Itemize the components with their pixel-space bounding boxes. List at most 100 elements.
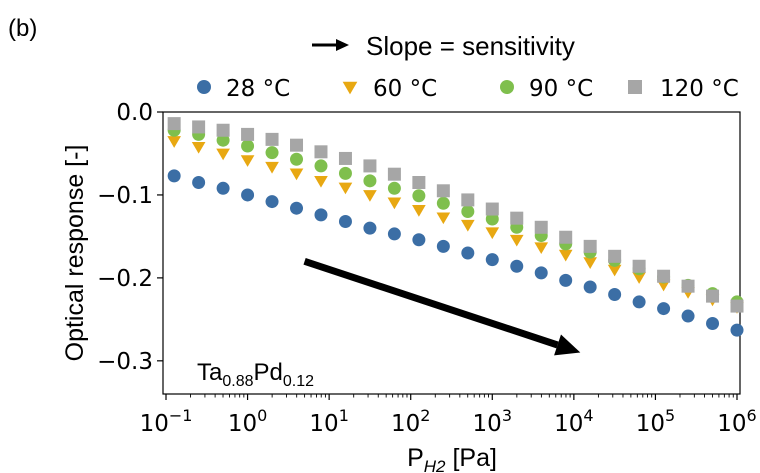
data-point: [632, 259, 646, 273]
data-point: [485, 212, 499, 226]
data-point: [387, 181, 401, 195]
slope-arrow-shaft: [303, 257, 559, 349]
x-axis-ticks: 10−1 100 101 102 103 104 105 106: [140, 394, 757, 437]
data-point: [192, 176, 206, 189]
data-point: [290, 138, 304, 152]
y-tick-label: −0.2: [97, 266, 153, 292]
legend-label: 60 °C: [373, 76, 437, 102]
data-point: [632, 272, 646, 284]
annotation-text: Slope = sensitivity: [366, 31, 575, 61]
data-point: [485, 253, 499, 267]
data-point: [583, 280, 597, 294]
data-point: [436, 212, 451, 225]
data-point: [510, 211, 524, 225]
data-point: [632, 295, 646, 309]
y-tick-label: −0.3: [97, 349, 153, 375]
data-point: [314, 159, 328, 173]
legend-marker: [500, 80, 514, 94]
data-point: [191, 141, 206, 154]
data-point: [706, 317, 720, 330]
x-tick-label: 104: [554, 406, 593, 437]
legend-marker: [197, 80, 211, 94]
x-tick-label: 103: [473, 406, 512, 437]
legend-marker: [628, 80, 642, 94]
data-point: [607, 264, 622, 277]
data-point: [314, 145, 328, 159]
data-point: [436, 196, 450, 210]
data-point: [681, 309, 695, 323]
data-point: [265, 161, 279, 174]
series-60c: [167, 136, 744, 314]
data-point: [290, 201, 304, 215]
legend: 28 °C 60 °C 90 °C 120 °C: [197, 76, 739, 102]
data-point: [363, 190, 377, 202]
data-point: [289, 168, 304, 181]
data-point: [412, 204, 426, 217]
data-point: [167, 169, 181, 183]
data-point: [363, 159, 377, 173]
x-tick-label: 101: [309, 406, 348, 437]
data-point: [412, 233, 426, 247]
y-axis-label: Optical response [-]: [61, 145, 89, 362]
series-120c: [167, 117, 744, 313]
legend-label: 28 °C: [226, 76, 290, 102]
data-point: [657, 302, 671, 316]
data-point: [314, 208, 328, 222]
data-point: [460, 219, 475, 232]
data-point: [730, 299, 744, 313]
slope-arrow-head: [554, 334, 581, 356]
header-arrow-head: [336, 39, 349, 51]
data-point: [265, 146, 279, 160]
data-point: [534, 220, 548, 234]
data-point: [706, 289, 720, 303]
x-tick-label: 105: [636, 406, 675, 437]
plot-frame: [162, 111, 741, 395]
data-point: [559, 230, 573, 244]
y-tick-label: −0.1: [97, 183, 153, 209]
data-point: [509, 234, 524, 247]
data-point: [241, 188, 255, 202]
data-point: [265, 132, 279, 146]
slope-arrow: [303, 257, 581, 356]
data-point: [730, 323, 744, 337]
data-point: [265, 195, 279, 209]
data-point: [387, 227, 401, 241]
data-point: [412, 176, 426, 189]
data-points: [167, 117, 744, 337]
data-point: [681, 279, 695, 293]
data-point: [314, 175, 328, 188]
data-point: [338, 182, 353, 195]
data-point: [608, 249, 622, 263]
data-point: [216, 181, 230, 195]
data-point: [608, 287, 622, 301]
sample-label: Ta0.88Pd0.12: [197, 359, 314, 390]
data-point: [461, 193, 475, 207]
data-point: [216, 123, 230, 137]
data-point: [240, 155, 255, 167]
data-point: [461, 205, 475, 219]
y-axis-ticks: 0.0 −0.1 −0.2 −0.3: [97, 100, 163, 375]
data-point: [338, 166, 352, 180]
data-point: [363, 221, 377, 235]
data-point: [558, 249, 573, 262]
legend-label: 90 °C: [529, 76, 593, 102]
data-point: [436, 184, 450, 198]
data-point: [461, 246, 475, 260]
data-point: [216, 148, 230, 161]
panel-label: (b): [8, 15, 37, 42]
data-point: [412, 189, 426, 203]
data-point: [241, 127, 255, 141]
data-point: [436, 239, 450, 253]
x-tick-label: 106: [717, 406, 756, 437]
y-tick-label: 0.0: [116, 100, 153, 126]
x-axis-label: PH2 [Pa]: [407, 444, 497, 473]
x-tick-label: 10−1: [140, 406, 193, 437]
data-point: [583, 257, 597, 269]
data-point: [510, 259, 524, 273]
data-point: [583, 239, 597, 253]
data-point: [387, 197, 402, 210]
data-point: [241, 139, 255, 153]
data-point: [534, 242, 549, 255]
x-tick-label: 102: [391, 406, 430, 437]
